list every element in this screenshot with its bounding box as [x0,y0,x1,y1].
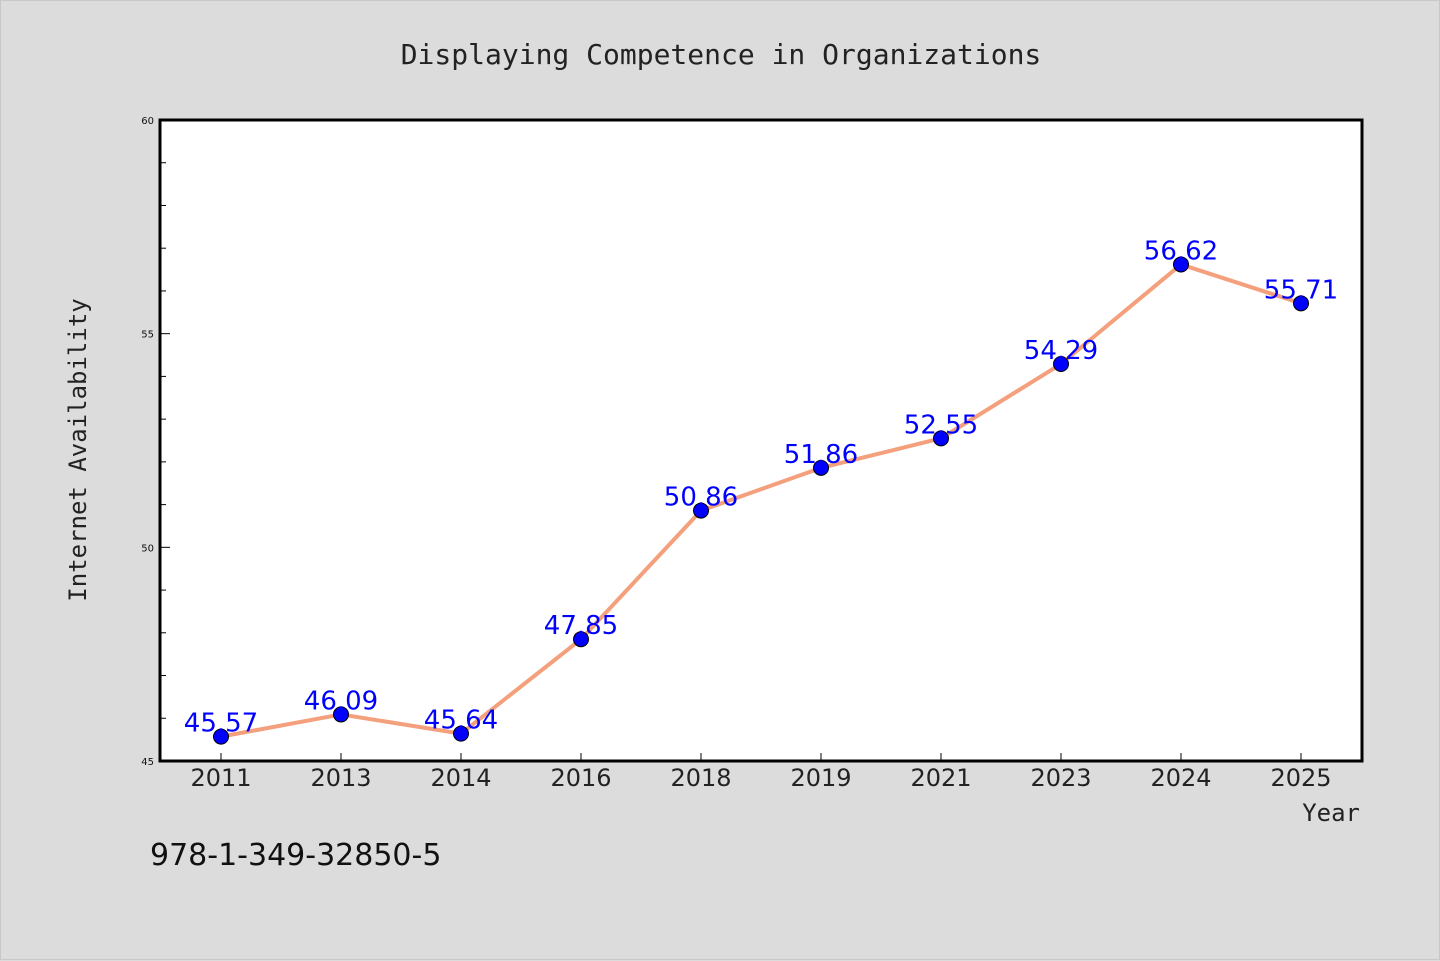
data-label: 50.86 [664,483,738,513]
x-axis: 2011 2013 2014 2016 2018 2019 2021 2023 2024 2025 [190,753,1332,792]
data-point-marker [933,430,949,447]
y-tick-label: 60 [141,116,154,127]
data-label: 55.71 [1264,275,1338,305]
data-label: 52.55 [904,410,978,440]
data-point-marker [333,706,349,723]
data-label: 45.57 [184,709,258,739]
data-label: 46.09 [304,686,378,716]
y-axis-label: Internet Availability [64,298,92,601]
series-line [219,262,1303,739]
data-point-marker [573,631,589,648]
data-point-marker [1173,256,1189,273]
plot-area [158,118,1364,763]
data-point-marker [813,459,829,476]
x-tick-label: 2014 [430,764,491,792]
series-layer: 45.57 46.09 45.64 47.85 50.86 51.86 52.55 54.29… [184,236,1338,745]
data-label: 45.64 [424,706,498,736]
x-tick-label: 2018 [670,764,731,792]
chart-title: Displaying Competence in Organizations [401,38,1042,71]
data-label: 54.29 [1024,336,1098,366]
x-tick-label: 2019 [790,764,851,792]
x-tick-label: 2025 [1270,764,1331,792]
x-axis-label: Year [1302,799,1360,827]
data-label: 47.85 [544,611,618,641]
x-tick-label: 2013 [310,764,371,792]
x-tick-label: 2024 [1150,764,1211,792]
data-point-marker [1293,295,1309,312]
data-point-marker [213,728,229,745]
y-axis: 45 50 55 60 [141,116,170,768]
x-tick-label: 2023 [1030,764,1091,792]
y-tick-label: 50 [141,543,154,554]
x-tick-label: 2011 [190,764,251,792]
y-tick-label: 45 [141,757,154,768]
isbn-footer-text: 978-1-349-32850-5 [150,838,441,873]
data-label: 51.86 [784,440,858,470]
data-point-marker [1053,356,1069,373]
x-tick-label: 2016 [550,764,611,792]
x-tick-label: 2021 [910,764,971,792]
data-point-marker [453,725,469,742]
data-label: 56.62 [1144,236,1218,266]
y-tick-label: 55 [141,330,154,341]
data-point-marker [693,502,709,519]
